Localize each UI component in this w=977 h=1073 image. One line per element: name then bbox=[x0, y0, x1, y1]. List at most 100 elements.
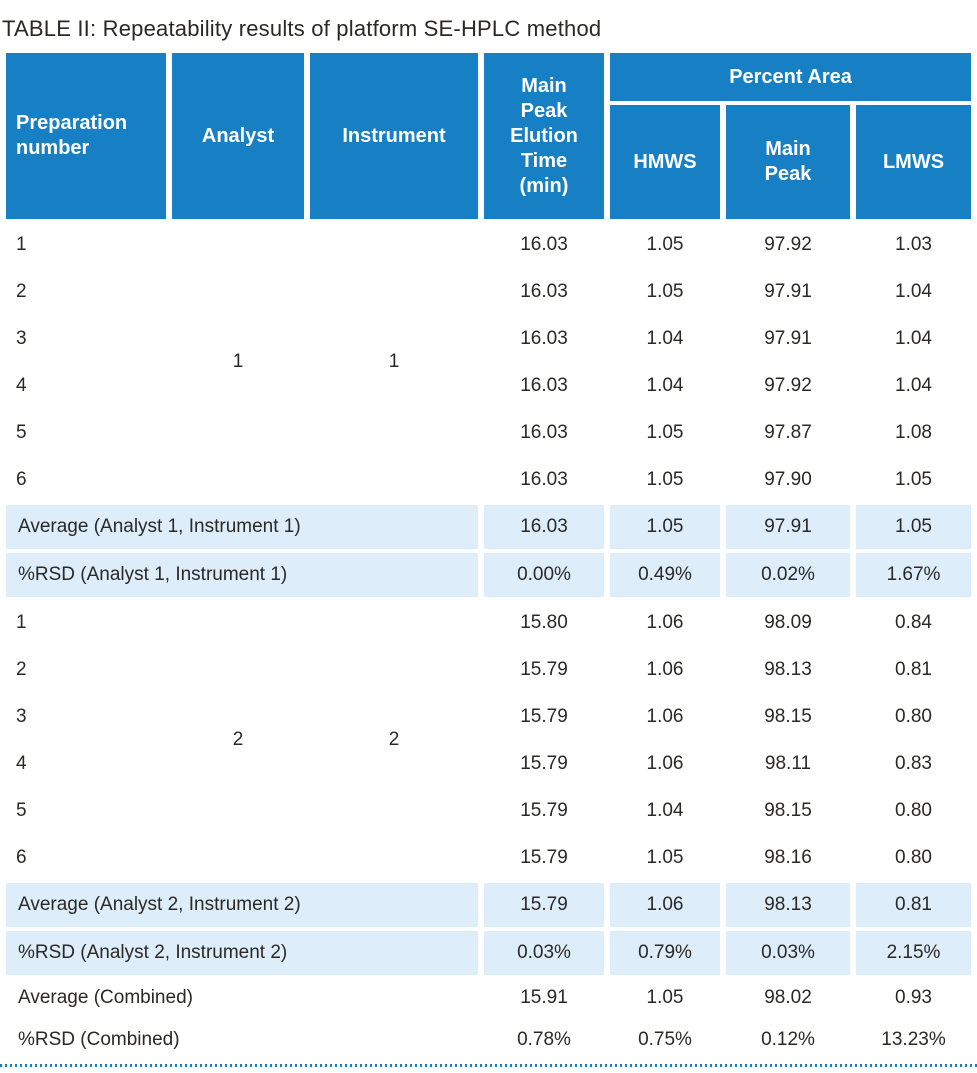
prep-cell: 6 bbox=[16, 468, 27, 490]
elution-cell: 15.91 bbox=[520, 987, 568, 1008]
elution-cell: 15.79 bbox=[520, 705, 568, 727]
analyst-cell: 2 bbox=[232, 729, 244, 750]
table-row: 2 15.79 1.06 98.13 0.81 bbox=[6, 648, 971, 691]
hmws-cell: 1.04 bbox=[646, 327, 684, 349]
bottom-dotted-divider bbox=[0, 1064, 977, 1067]
hmws-cell: 1.04 bbox=[646, 374, 684, 396]
hmws-cell: 1.05 bbox=[646, 987, 684, 1008]
summary-label: Average (Analyst 1, Instrument 1) bbox=[6, 505, 478, 549]
elution-cell: 0.78% bbox=[517, 1029, 571, 1050]
lmws-cell: 1.03 bbox=[895, 233, 932, 255]
summary-row-rsd-1: %RSD (Analyst 1, Instrument 1) 0.00% 0.4… bbox=[6, 553, 972, 597]
hmws-cell: 0.79% bbox=[610, 931, 720, 975]
hmws-cell: 1.05 bbox=[646, 421, 684, 443]
hmws-cell: 1.06 bbox=[646, 705, 684, 727]
elution-cell: 15.79 bbox=[520, 752, 568, 774]
table-row: 1 1 1 16.03 1.05 97.92 1.03 bbox=[6, 223, 971, 373]
summary-row-average-1: Average (Analyst 1, Instrument 1) 16.03 … bbox=[6, 505, 972, 549]
main-peak-cell: 97.92 bbox=[764, 233, 812, 255]
elution-cell: 16.03 bbox=[484, 505, 604, 549]
table-row: 4 15.79 1.06 98.11 0.83 bbox=[6, 742, 971, 785]
lmws-cell: 13.23% bbox=[881, 1029, 946, 1050]
table-row: 3 15.79 1.06 98.15 0.80 bbox=[6, 695, 971, 738]
prep-cell: 1 bbox=[16, 611, 27, 633]
summary-row-rsd-2: %RSD (Analyst 2, Instrument 2) 0.03% 0.7… bbox=[6, 931, 972, 975]
main-peak-cell: 97.91 bbox=[726, 505, 850, 549]
hmws-cell: 1.05 bbox=[646, 280, 684, 302]
prep-cell: 2 bbox=[16, 658, 27, 680]
elution-cell: 15.80 bbox=[520, 611, 568, 633]
lmws-cell: 2.15% bbox=[856, 931, 972, 975]
lmws-cell: 1.05 bbox=[895, 468, 932, 490]
col-header-preparation-number: Preparation number bbox=[6, 53, 166, 219]
hmws-cell: 0.75% bbox=[638, 1029, 692, 1050]
elution-cell: 15.79 bbox=[520, 658, 568, 680]
elution-cell: 16.03 bbox=[520, 374, 568, 396]
main-peak-cell: 98.13 bbox=[726, 883, 850, 927]
hmws-cell: 1.06 bbox=[646, 611, 684, 633]
col-header-hmws: HMWS bbox=[610, 105, 720, 219]
main-peak-cell: 97.91 bbox=[764, 327, 812, 349]
lmws-cell: 1.04 bbox=[895, 280, 932, 302]
header-row-sub: HMWS Main Peak LMWS bbox=[6, 105, 972, 219]
repeatability-table: Preparation number Analyst Instrument Ma… bbox=[0, 49, 977, 1063]
summary-label: %RSD (Analyst 2, Instrument 2) bbox=[6, 931, 478, 975]
elution-cell: 15.79 bbox=[520, 799, 568, 821]
prep-cell: 6 bbox=[16, 846, 27, 868]
table-row: 2 16.03 1.05 97.91 1.04 bbox=[6, 270, 971, 313]
hmws-cell: 1.05 bbox=[610, 505, 720, 549]
hmws-cell: 1.06 bbox=[610, 883, 720, 927]
main-peak-cell: 98.16 bbox=[764, 846, 812, 868]
summary-label: Average (Combined) bbox=[18, 987, 193, 1008]
table-row: 5 16.03 1.05 97.87 1.08 bbox=[6, 411, 971, 454]
main-peak-cell: 98.09 bbox=[764, 611, 812, 633]
main-peak-cell: 0.03% bbox=[726, 931, 850, 975]
prep-cell: 3 bbox=[16, 327, 27, 349]
lmws-cell: 1.04 bbox=[895, 327, 932, 349]
main-peak-cell: 97.92 bbox=[764, 374, 812, 396]
hmws-cell: 1.05 bbox=[646, 233, 684, 255]
summary-row-average-2: Average (Analyst 2, Instrument 2) 15.79 … bbox=[6, 883, 972, 927]
lmws-cell: 0.80 bbox=[895, 705, 932, 727]
col-header-instrument: Instrument bbox=[310, 53, 478, 219]
table-row: 6 15.79 1.05 98.16 0.80 bbox=[6, 836, 971, 879]
lmws-cell: 0.80 bbox=[895, 799, 932, 821]
lmws-cell: 0.81 bbox=[856, 883, 972, 927]
table-row: 3 16.03 1.04 97.91 1.04 bbox=[6, 317, 971, 360]
prep-cell: 3 bbox=[16, 705, 27, 727]
elution-cell: 16.03 bbox=[520, 327, 568, 349]
instrument-cell: 2 bbox=[388, 729, 400, 750]
prep-cell: 2 bbox=[16, 280, 27, 302]
main-peak-cell: 98.15 bbox=[764, 705, 812, 727]
col-header-main-peak: Main Peak bbox=[726, 105, 850, 219]
col-header-percent-area: Percent Area bbox=[610, 53, 972, 101]
lmws-cell: 0.81 bbox=[895, 658, 932, 680]
lmws-cell: 0.93 bbox=[895, 987, 932, 1008]
hmws-cell: 1.05 bbox=[646, 846, 684, 868]
prep-cell: 4 bbox=[16, 374, 27, 396]
col-header-lmws: LMWS bbox=[856, 105, 972, 219]
elution-cell: 0.03% bbox=[484, 931, 604, 975]
elution-cell: 16.03 bbox=[520, 233, 568, 255]
main-peak-cell: 98.02 bbox=[764, 987, 812, 1008]
elution-cell: 15.79 bbox=[484, 883, 604, 927]
header-row-main: Preparation number Analyst Instrument Ma… bbox=[6, 53, 972, 219]
col-header-elution-time: Main Peak Elution Time (min) bbox=[484, 53, 604, 219]
prep-cell: 5 bbox=[16, 799, 27, 821]
main-peak-cell: 98.15 bbox=[764, 799, 812, 821]
lmws-cell: 0.80 bbox=[895, 846, 932, 868]
prep-cell: 1 bbox=[16, 233, 27, 255]
table-row: 1 2 2 15.80 1.06 98.09 0.84 bbox=[6, 601, 971, 751]
prep-cell: 5 bbox=[16, 421, 27, 443]
main-peak-cell: 98.13 bbox=[764, 658, 812, 680]
main-peak-cell: 98.11 bbox=[764, 752, 812, 774]
hmws-cell: 0.49% bbox=[610, 553, 720, 597]
summary-row-rsd-combined: %RSD (Combined) 0.78% 0.75% 0.12% 13.23% bbox=[6, 1021, 971, 1059]
elution-cell: 16.03 bbox=[520, 468, 568, 490]
prep-cell: 4 bbox=[16, 752, 27, 774]
elution-cell: 16.03 bbox=[520, 280, 568, 302]
summary-label: %RSD (Analyst 1, Instrument 1) bbox=[6, 553, 478, 597]
analyst-cell: 1 bbox=[232, 351, 244, 372]
instrument-cell: 1 bbox=[388, 351, 400, 372]
